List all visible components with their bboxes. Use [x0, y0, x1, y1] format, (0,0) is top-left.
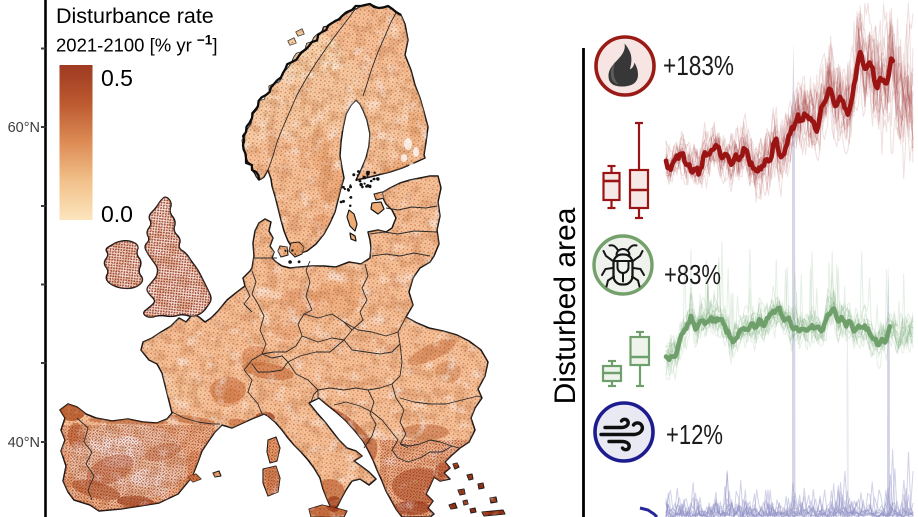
svg-text:40°N: 40°N — [8, 435, 40, 451]
svg-text:+183%: +183% — [663, 50, 734, 81]
svg-text:60°N: 60°N — [8, 120, 40, 136]
svg-text:Disturbed area: Disturbed area — [549, 207, 582, 404]
svg-text:2021-2100 [% yr −1]: 2021-2100 [% yr −1] — [56, 33, 217, 56]
svg-text:0.5: 0.5 — [101, 65, 133, 91]
svg-text:0.0: 0.0 — [101, 201, 133, 227]
svg-text:+83%: +83% — [664, 259, 721, 290]
svg-text:Disturbance rate: Disturbance rate — [56, 4, 214, 28]
svg-text:+12%: +12% — [666, 419, 723, 450]
